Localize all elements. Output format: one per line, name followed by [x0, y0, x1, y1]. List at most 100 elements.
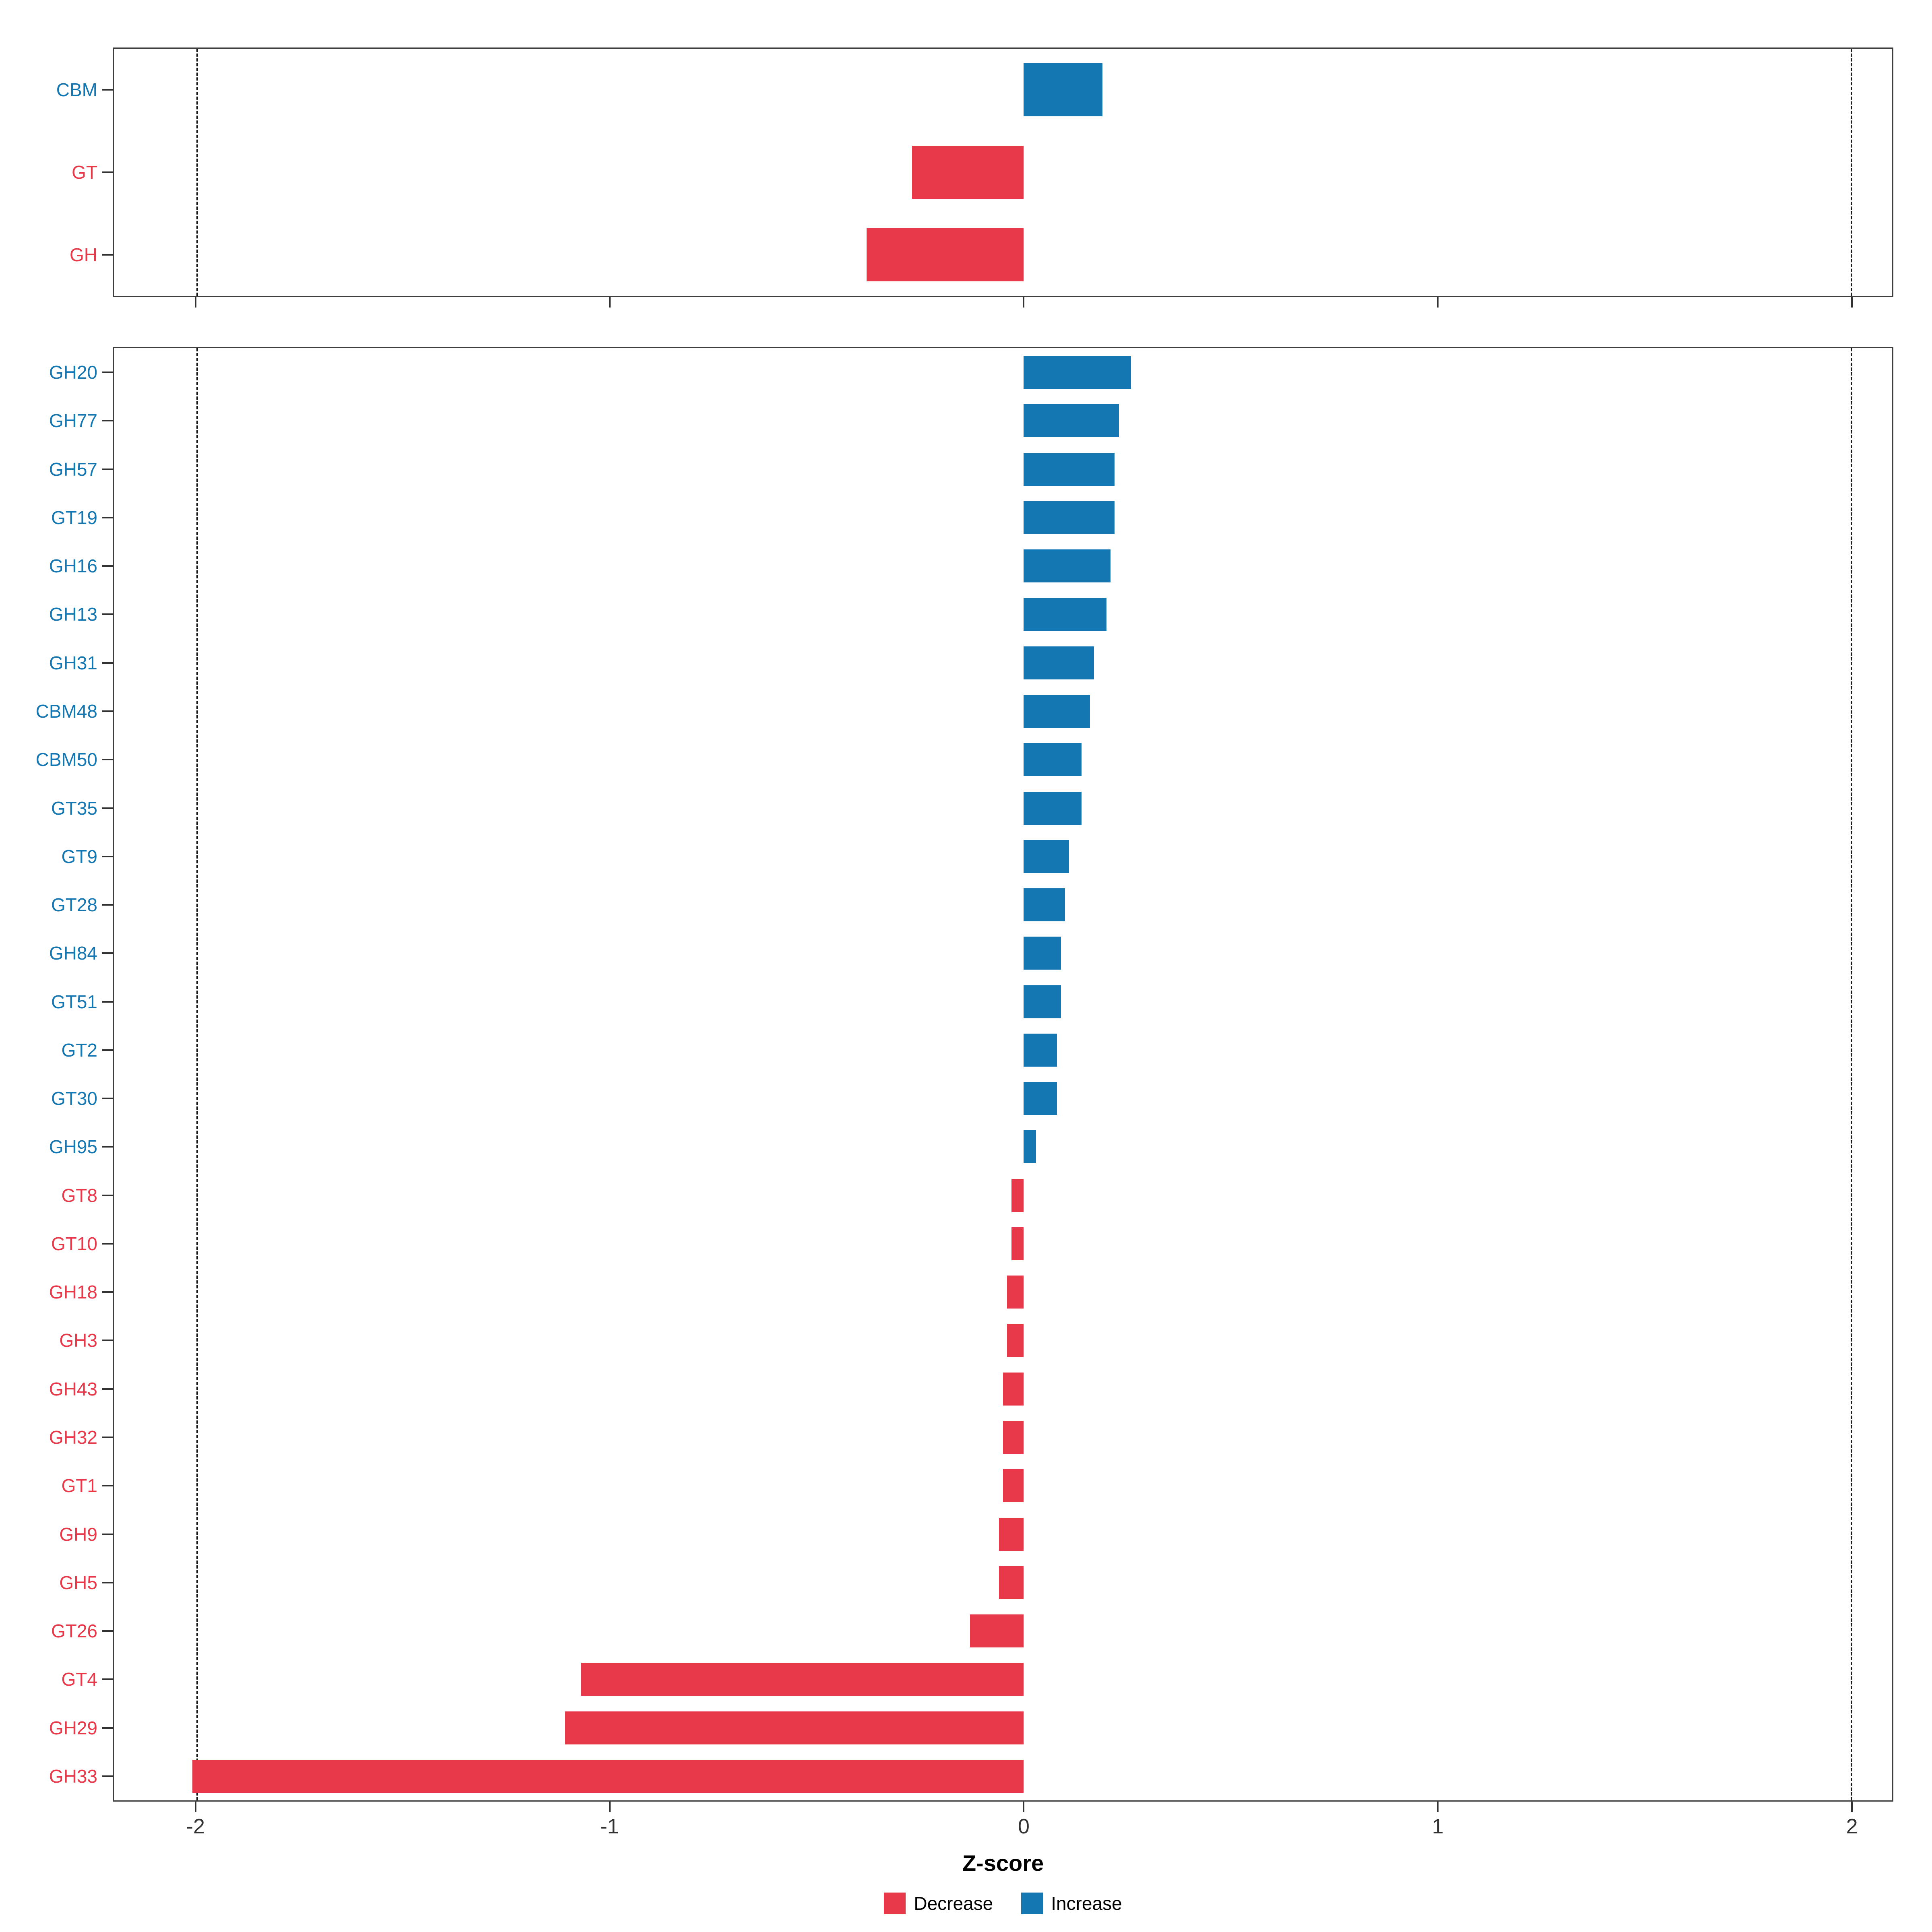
bar-row: GH33: [49, 1752, 1892, 1800]
bar-row: GT51: [51, 977, 1892, 1026]
category-label: GH29: [49, 1717, 97, 1738]
bar-row: GH9: [59, 1510, 1892, 1558]
legend-key-decrease: [884, 1893, 906, 1914]
bar-row: GH57: [49, 445, 1892, 493]
category-label: GH32: [49, 1426, 97, 1448]
bar-row: CBM50: [36, 735, 1892, 784]
bar-row: GH20: [49, 348, 1892, 396]
category-label: GH20: [49, 362, 97, 383]
bar-GH13: [1024, 598, 1106, 631]
legend-label: Increase: [1051, 1893, 1122, 1914]
x-axis-tick: [194, 297, 196, 308]
bar-GH84: [1024, 937, 1061, 970]
bar-GT10: [1011, 1227, 1024, 1260]
bar-GH32: [1003, 1420, 1024, 1454]
bar-row: GT: [72, 131, 1892, 214]
y-axis-tick: [102, 1001, 113, 1003]
bar-row: GH32: [49, 1413, 1892, 1461]
y-axis-tick: [102, 904, 113, 906]
family-panel: GH20 GH77 GH57 GT19 GH16 GH13 GH31 CBM48 CBM50 GT…: [36, 347, 1893, 1802]
category-label: GH3: [59, 1330, 97, 1351]
category-label: GT19: [51, 507, 97, 528]
bar-GH57: [1024, 452, 1115, 486]
bar-row: GT10: [51, 1220, 1892, 1268]
category-label: CBM50: [35, 749, 97, 770]
bar-row: GH3: [59, 1316, 1892, 1364]
y-axis-tick: [102, 1098, 113, 1100]
bar-GT30: [1024, 1082, 1057, 1115]
y-axis-tick: [102, 254, 113, 256]
x-axis-tick-label: -2: [186, 1815, 205, 1838]
category-label: GT9: [61, 846, 97, 867]
bar-row: GH18: [49, 1268, 1892, 1316]
category-label: GT26: [51, 1620, 97, 1642]
bar-GH16: [1024, 549, 1111, 583]
category-label: GT51: [51, 991, 97, 1012]
bar-row: GH43: [49, 1365, 1892, 1413]
category-label: CBM: [56, 79, 97, 101]
category-label: GT2: [61, 1039, 97, 1061]
bar-GH3: [1007, 1324, 1024, 1357]
bar-CBM50: [1024, 743, 1082, 776]
y-axis-tick: [102, 1678, 113, 1680]
bar-row: GT19: [51, 493, 1892, 542]
y-axis-tick: [102, 468, 113, 470]
bar-row: GH5: [59, 1558, 1892, 1607]
y-axis-tick: [102, 1291, 113, 1293]
y-axis-tick: [102, 1194, 113, 1196]
bar-GH9: [999, 1517, 1024, 1551]
bar-row: GT9: [62, 832, 1892, 881]
bar-GH33: [192, 1759, 1024, 1793]
bar-GT51: [1024, 985, 1061, 1018]
y-axis-tick: [102, 1243, 113, 1245]
bar-GH18: [1007, 1276, 1024, 1309]
category-label: GH5: [59, 1572, 97, 1593]
category-label: GH9: [59, 1523, 97, 1545]
y-axis-tick: [102, 613, 113, 615]
category-label: GH13: [49, 604, 97, 625]
bar-GH: [866, 228, 1024, 281]
bar-row: GH13: [49, 590, 1892, 638]
bar-GT2: [1024, 1033, 1057, 1067]
x-axis-tick-label: 2: [1846, 1815, 1858, 1838]
x-axis-tick: [1437, 1802, 1439, 1812]
class-panel: CBM GT GH: [56, 47, 1893, 297]
y-axis-tick: [102, 1533, 113, 1535]
bar-row: GT26: [51, 1607, 1892, 1655]
y-axis-tick: [102, 372, 113, 374]
category-label: GH18: [49, 1282, 97, 1303]
y-axis-tick: [102, 710, 113, 712]
bar-row: GT35: [51, 784, 1892, 832]
category-label: GH95: [49, 1136, 97, 1158]
y-axis-tick: [102, 1436, 113, 1438]
legend-label: Decrease: [914, 1893, 993, 1914]
y-axis-tick: [102, 565, 113, 567]
bar-row: GT1: [62, 1461, 1892, 1510]
y-axis-tick: [102, 1485, 113, 1487]
category-label: GH16: [49, 555, 97, 577]
bar-row: GT30: [51, 1074, 1892, 1123]
bar-GT35: [1024, 791, 1082, 825]
category-label: GH: [70, 244, 97, 265]
y-axis-tick: [102, 420, 113, 422]
category-label: GH77: [49, 410, 97, 431]
y-axis-tick: [102, 855, 113, 857]
bar-GH29: [564, 1711, 1024, 1744]
category-label: GT8: [61, 1185, 97, 1206]
category-label: GT35: [51, 797, 97, 819]
bar-GH5: [999, 1566, 1024, 1599]
category-label: GT4: [61, 1669, 97, 1690]
category-label: GT10: [51, 1233, 97, 1254]
x-axis-tick: [1023, 297, 1025, 308]
category-label: GT28: [51, 894, 97, 916]
y-axis-tick: [102, 1146, 113, 1148]
bar-row: GT2: [62, 1026, 1892, 1074]
reference-line: [196, 348, 198, 1800]
bar-row: GH29: [49, 1703, 1892, 1752]
y-axis-tick: [102, 662, 113, 664]
bar-GH43: [1003, 1372, 1024, 1406]
y-axis-tick: [102, 171, 113, 173]
bar-row: CBM: [56, 49, 1892, 131]
bar-row: GH84: [49, 929, 1892, 977]
category-label: GT30: [51, 1088, 97, 1109]
